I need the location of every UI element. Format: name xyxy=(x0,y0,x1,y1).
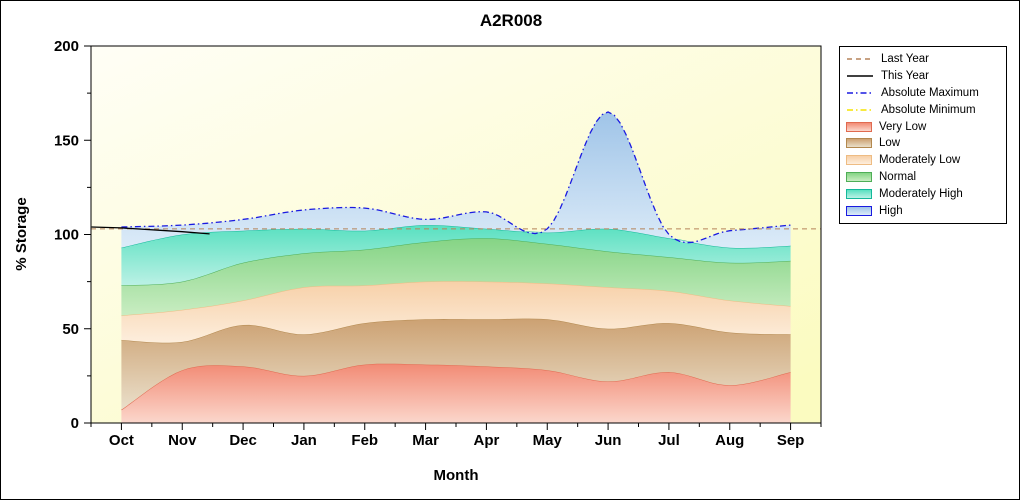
legend-line-swatch xyxy=(847,58,873,61)
legend-line-swatch xyxy=(847,92,873,94)
legend-item-label: High xyxy=(879,204,903,217)
y-tick-label-0: 0 xyxy=(71,415,79,432)
x-tick-label-jun: Jun xyxy=(595,432,622,449)
x-tick-label-dec: Dec xyxy=(229,432,257,449)
legend-line-swatch xyxy=(847,109,873,111)
x-tick-label-aug: Aug xyxy=(715,432,744,449)
band-moderately-high-area xyxy=(121,225,791,286)
band-moderately-low-area xyxy=(121,281,791,343)
band-very-low-area xyxy=(121,363,791,423)
legend-item-normal: Normal xyxy=(846,169,1000,186)
legend-item-label: Low xyxy=(879,137,901,150)
x-tick-label-may: May xyxy=(533,432,563,449)
band-normal-area xyxy=(121,238,791,316)
legend-item-label: Absolute Minimum xyxy=(881,103,976,116)
legend-item-label: Moderately High xyxy=(879,187,963,200)
x-tick-label-nov: Nov xyxy=(168,432,197,449)
legend-item-label: Normal xyxy=(879,170,917,183)
y-tick-label-150: 150 xyxy=(54,132,79,149)
legend-box-swatch xyxy=(846,205,872,216)
this-year-line xyxy=(91,226,210,235)
legend-item-label: Moderately Low xyxy=(879,154,961,167)
legend-item-absolute-minimum: Absolute Minimum xyxy=(846,101,1000,118)
x-tick-label-mar: Mar xyxy=(412,432,439,449)
legend-item-last-year: Last Year xyxy=(846,51,1000,68)
legend-box-swatch xyxy=(846,171,872,182)
legend-box-swatch xyxy=(846,155,872,166)
y-axis-label: % Storage xyxy=(13,197,30,271)
x-tick-label-jul: Jul xyxy=(658,432,680,449)
legend-item-absolute-maximum: Absolute Maximum xyxy=(846,85,1000,102)
band-high-boundary xyxy=(121,111,791,244)
x-tick-label-jan: Jan xyxy=(291,432,317,449)
band-low-area xyxy=(121,318,791,410)
legend-item-moderately-low: Moderately Low xyxy=(846,152,1000,169)
legend-item-moderately-high: Moderately High xyxy=(846,185,1000,202)
legend-item-this-year: This Year xyxy=(846,68,1000,85)
x-axis-label: Month xyxy=(433,467,479,484)
legend-item-label: Last Year xyxy=(881,53,929,66)
legend: Last Year This Year Absolute Maximum Absolu… xyxy=(839,46,1007,224)
legend-item-high: High xyxy=(846,202,1000,219)
band-high-area xyxy=(121,112,791,248)
legend-item-label: Very Low xyxy=(879,120,927,133)
legend-item-very-low: Very Low xyxy=(846,118,1000,135)
legend-item-label: Absolute Maximum xyxy=(881,86,979,99)
plot-border xyxy=(90,45,822,424)
chart-title: A2R008 xyxy=(479,11,543,30)
x-tick-label-oct: Oct xyxy=(109,432,134,449)
legend-item-low: Low xyxy=(846,135,1000,152)
x-tick-label-sep: Sep xyxy=(777,432,805,449)
legend-box-swatch xyxy=(846,138,872,149)
legend-item-label: This Year xyxy=(881,70,929,83)
x-tick-label-feb: Feb xyxy=(351,432,378,449)
legend-box-swatch xyxy=(846,121,872,132)
y-tick-label-200: 200 xyxy=(54,38,79,55)
legend-box-swatch xyxy=(846,188,872,199)
y-tick-label-50: 50 xyxy=(62,321,79,338)
axis-ticks xyxy=(84,45,822,430)
legend-line-swatch xyxy=(847,75,873,77)
x-tick-label-apr: Apr xyxy=(473,432,499,449)
y-tick-label-100: 100 xyxy=(54,227,79,244)
